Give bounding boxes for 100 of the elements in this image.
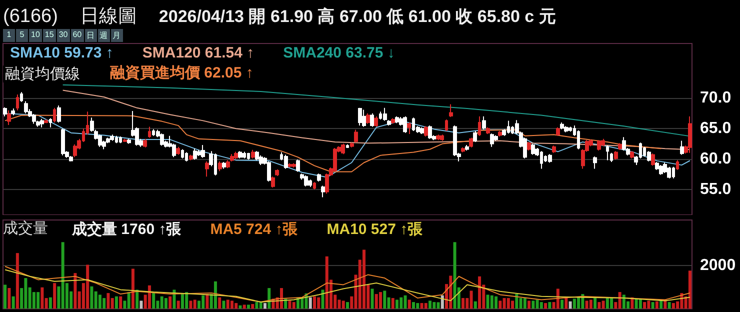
candlestick <box>20 92 23 102</box>
candlestick <box>374 116 378 128</box>
chart-subtitle: 日線圖 <box>80 6 137 27</box>
candlestick <box>478 116 481 136</box>
candlestick <box>366 112 370 124</box>
bar <box>688 270 692 309</box>
candlestick <box>230 154 234 162</box>
candlestick <box>350 142 354 148</box>
bar <box>346 302 349 309</box>
bar <box>655 301 658 309</box>
bar <box>48 297 52 309</box>
candlestick <box>548 154 552 164</box>
bar <box>634 298 638 309</box>
bar <box>432 302 436 309</box>
candlestick <box>449 104 453 118</box>
candlestick <box>57 104 61 124</box>
candlestick <box>428 125 432 140</box>
bar <box>651 302 654 309</box>
bar <box>532 300 535 309</box>
bar <box>259 302 262 309</box>
candlestick <box>490 132 494 148</box>
bar <box>598 302 601 309</box>
y-tick-label: 2000 <box>700 256 736 274</box>
candlestick <box>53 107 56 124</box>
candlestick <box>362 109 366 128</box>
candlestick <box>267 160 271 182</box>
bar <box>528 300 531 309</box>
bar <box>189 300 192 309</box>
bar <box>238 305 242 309</box>
candlestick <box>234 151 238 160</box>
bar <box>40 287 44 309</box>
bar <box>610 298 614 309</box>
line-series <box>4 112 690 178</box>
text: 1 5 10 15 30 60 日 週 月 <box>6 30 121 40</box>
bar <box>638 298 642 309</box>
candlestick <box>259 154 263 166</box>
bar <box>577 297 580 309</box>
bar <box>589 300 592 309</box>
bar <box>396 300 399 309</box>
bar <box>164 298 168 309</box>
line-series <box>62 90 690 150</box>
candlestick <box>251 149 255 159</box>
candlestick <box>69 155 73 162</box>
bar <box>602 300 605 309</box>
bar <box>148 285 151 309</box>
candlestick <box>354 129 358 144</box>
candlestick <box>552 145 556 154</box>
candlestick <box>469 137 473 148</box>
candlestick <box>341 143 345 155</box>
candlestick <box>49 118 52 128</box>
bar <box>242 304 246 309</box>
bar <box>647 300 650 309</box>
candlestick <box>148 126 151 138</box>
candlestick <box>395 116 399 124</box>
bar <box>140 300 143 309</box>
bar <box>544 303 548 309</box>
bar <box>416 303 420 309</box>
bar <box>308 297 312 309</box>
y-tick-label: 65.0 <box>700 120 732 138</box>
candlestick <box>424 126 428 137</box>
candlestick <box>181 148 184 159</box>
candlestick <box>197 149 201 156</box>
bar <box>114 296 118 309</box>
chart-title: (6166) <box>3 6 58 27</box>
candlestick <box>564 126 568 133</box>
candlestick <box>288 162 292 168</box>
bar <box>127 292 130 309</box>
candlestick <box>7 110 11 126</box>
candlestick <box>383 107 387 122</box>
candlestick <box>610 152 613 163</box>
line-series <box>4 114 662 172</box>
bar <box>453 242 456 309</box>
text: 2026/04/13 開 61.90 高 67.00 低 61.00 收 65.80 c 元 <box>158 7 556 26</box>
bar <box>383 290 386 309</box>
bar <box>568 301 572 309</box>
bar <box>222 300 226 309</box>
candlestick <box>630 150 634 159</box>
y-tick-label: 55.0 <box>700 180 732 198</box>
candlestick <box>238 150 242 159</box>
candlestick <box>201 144 205 158</box>
bar <box>404 295 407 309</box>
bar <box>321 290 324 309</box>
candlestick <box>436 134 440 141</box>
candlestick <box>647 150 651 162</box>
candlestick <box>189 154 193 161</box>
candlestick <box>308 179 312 188</box>
candlestick <box>40 118 44 128</box>
bar <box>462 298 465 309</box>
bar <box>202 295 205 309</box>
chart-title: 成交量 <box>3 220 48 237</box>
bar <box>585 300 588 309</box>
bar <box>230 300 234 309</box>
candlestick <box>3 106 7 117</box>
candlestick <box>387 120 391 126</box>
bar <box>556 288 560 309</box>
bar <box>494 296 498 309</box>
bar <box>519 298 522 309</box>
candlestick <box>618 142 622 150</box>
candlestick <box>205 160 209 178</box>
bar <box>672 303 675 309</box>
